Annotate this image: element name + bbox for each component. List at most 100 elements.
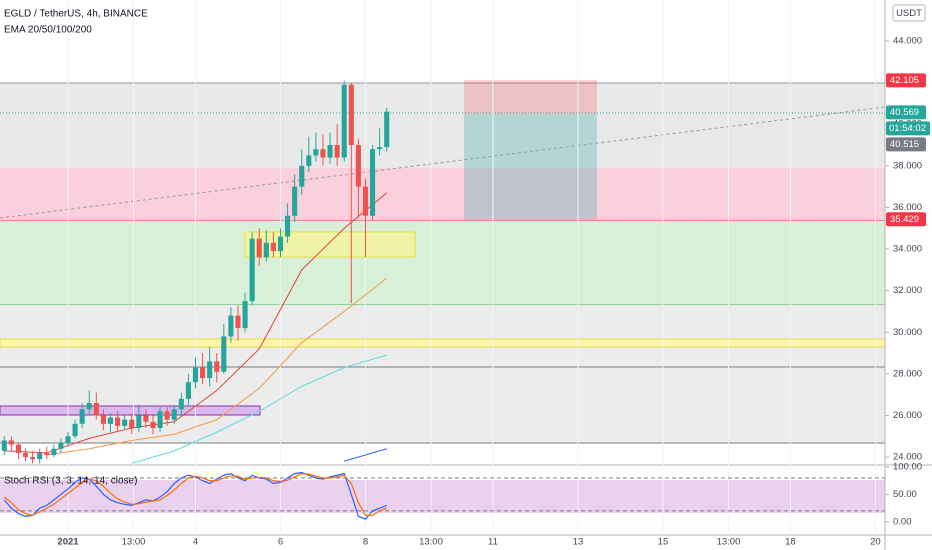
candle-body bbox=[93, 403, 99, 416]
x-tick-label: 15 bbox=[658, 537, 669, 548]
candle-body bbox=[136, 415, 142, 428]
candle-body bbox=[51, 448, 57, 456]
candle-body bbox=[214, 361, 220, 372]
candle-body bbox=[30, 457, 36, 460]
candle-body bbox=[65, 436, 71, 443]
y-tick-label: 50.00 bbox=[893, 489, 917, 500]
candle-body bbox=[200, 367, 206, 379]
candle-body bbox=[355, 145, 361, 187]
candle-body bbox=[164, 411, 170, 420]
candle-body bbox=[334, 145, 340, 158]
candle-body bbox=[313, 149, 319, 156]
y-tick-label: 24.000 bbox=[893, 452, 922, 463]
candle-body bbox=[299, 165, 305, 187]
pink-zone bbox=[0, 168, 885, 221]
candle-body bbox=[129, 419, 135, 428]
x-tick-label: 18 bbox=[785, 537, 796, 548]
candle-body bbox=[15, 444, 21, 453]
y-tick-label: 26.000 bbox=[893, 410, 922, 421]
trend-line bbox=[0, 106, 886, 219]
x-tick-label: 13 bbox=[573, 537, 584, 548]
candle-body bbox=[185, 382, 191, 399]
x-tick-label: 13:00 bbox=[122, 537, 146, 548]
y-tick-label: 28.000 bbox=[893, 368, 922, 379]
candle-body bbox=[115, 417, 121, 426]
yellow-box bbox=[244, 231, 416, 258]
candle-body bbox=[44, 452, 50, 456]
gray-zone bbox=[0, 83, 885, 168]
candle-body bbox=[341, 84, 347, 158]
y-tick-label: 0.00 bbox=[893, 516, 912, 527]
candle-body bbox=[285, 215, 291, 237]
y-tick-label: 100.00 bbox=[893, 462, 922, 473]
candle-body bbox=[277, 236, 284, 252]
target-zone bbox=[464, 114, 597, 220]
price-tag-label: 40.569 bbox=[890, 107, 919, 118]
x-tick-label: 2021 bbox=[57, 537, 79, 548]
candle-body bbox=[306, 155, 312, 166]
candle-body bbox=[178, 398, 184, 410]
candle-body bbox=[270, 242, 276, 252]
candle-body bbox=[263, 242, 269, 258]
currency: USDT bbox=[896, 8, 922, 19]
candle-body bbox=[122, 419, 128, 426]
purple-band bbox=[0, 405, 261, 416]
stoch-band bbox=[0, 480, 885, 513]
price-tag bbox=[886, 105, 926, 120]
candle-body bbox=[100, 415, 106, 424]
candle-body bbox=[22, 452, 29, 458]
countdown-tag bbox=[886, 121, 930, 136]
candle-body bbox=[192, 367, 199, 383]
candle-body bbox=[320, 149, 326, 158]
candle-body bbox=[157, 411, 163, 428]
candle-body bbox=[171, 409, 177, 420]
candle-body bbox=[8, 440, 14, 445]
candle-body bbox=[242, 301, 248, 329]
stoch-line bbox=[3, 472, 387, 516]
indicator-label: EMA 20/50/100/200 bbox=[4, 25, 92, 36]
candle-body bbox=[86, 403, 92, 410]
countdown: 01:54:02 bbox=[889, 123, 926, 134]
y-tick-label: 30.000 bbox=[893, 327, 922, 338]
candle-body bbox=[327, 145, 333, 158]
candle-body bbox=[249, 238, 255, 302]
ema-line bbox=[344, 448, 387, 462]
candle-body bbox=[143, 415, 149, 422]
candle-body bbox=[384, 111, 390, 148]
candle-body bbox=[377, 147, 383, 150]
ema-line bbox=[131, 354, 387, 464]
candle-body bbox=[150, 421, 156, 428]
x-tick-label: 4 bbox=[193, 537, 198, 548]
candle-body bbox=[107, 417, 114, 424]
candle-body bbox=[58, 442, 64, 449]
candle-body bbox=[256, 238, 262, 258]
y-tick-label: 36.000 bbox=[893, 202, 922, 213]
x-tick-label: 6 bbox=[278, 537, 283, 548]
price-tag bbox=[886, 212, 926, 227]
candle-body bbox=[292, 186, 298, 216]
y-tick-label: 32.000 bbox=[893, 285, 922, 296]
x-tick-label: 13:00 bbox=[419, 537, 443, 548]
candle-body bbox=[1, 440, 7, 451]
candle-body bbox=[228, 315, 234, 337]
candle-body bbox=[348, 84, 354, 146]
symbol-title: EGLD / TetherUS, 4h, BINANCE bbox=[4, 9, 148, 20]
x-tick-label: 20 bbox=[870, 537, 881, 548]
yellow-band bbox=[0, 338, 886, 348]
price-tag-label: 35.429 bbox=[890, 214, 919, 225]
candle-body bbox=[207, 361, 213, 379]
price-tag-label: 42.105 bbox=[890, 75, 919, 86]
currency-box[interactable] bbox=[892, 4, 926, 22]
candle-body bbox=[221, 336, 227, 372]
stoch-title: Stoch RSI (3, 3, 14, 14, close) bbox=[4, 476, 137, 487]
price-tag bbox=[886, 73, 926, 88]
candle-body bbox=[235, 315, 241, 329]
ema-line bbox=[46, 277, 388, 456]
candle-body bbox=[362, 186, 369, 216]
x-tick-label: 8 bbox=[363, 537, 368, 548]
candle-body bbox=[370, 149, 376, 216]
y-tick-label: 44.000 bbox=[893, 36, 922, 47]
green-zone bbox=[0, 221, 885, 305]
candle-body bbox=[72, 423, 78, 437]
